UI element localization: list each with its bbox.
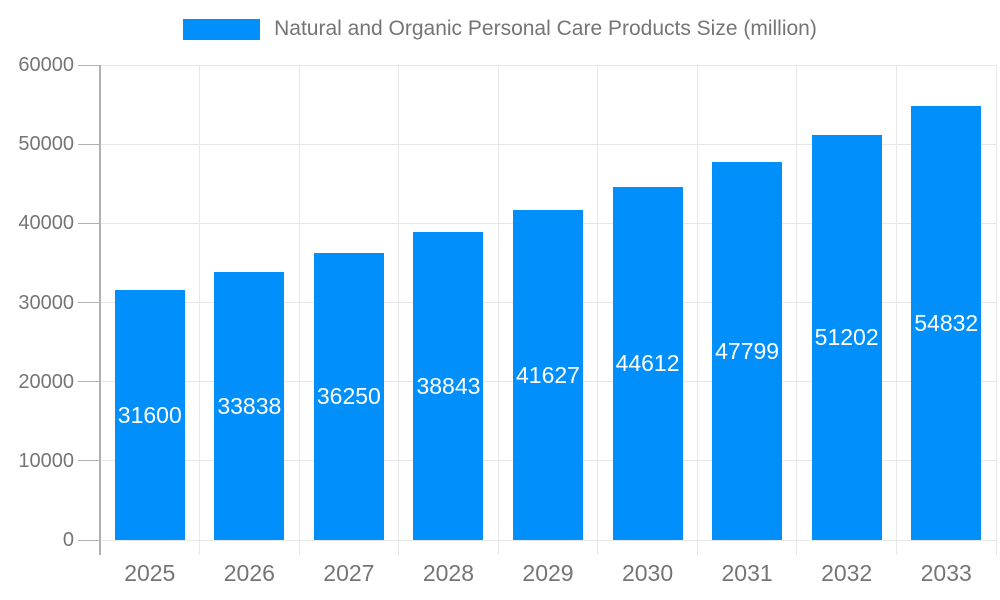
bar-value-label: 31600: [117, 401, 182, 428]
x-axis-label: 2030: [621, 560, 674, 586]
bar-value-label: 36250: [316, 383, 381, 409]
x-axis-tick: [298, 540, 300, 555]
bar[interactable]: [114, 290, 185, 540]
v-gridline: [497, 65, 499, 540]
x-axis-tick: [398, 540, 400, 555]
y-axis-label: 60000: [18, 54, 74, 76]
x-axis-label: 2027: [323, 560, 375, 586]
y-axis-tick: [78, 64, 100, 66]
x-axis-label: 2031: [721, 560, 773, 586]
y-axis-tick: [78, 222, 100, 224]
x-axis-tick: [696, 540, 698, 555]
bar-value-label: 51202: [814, 324, 879, 350]
bar[interactable]: [313, 253, 384, 540]
bar-value-label: 38843: [416, 372, 481, 399]
v-gridline: [796, 65, 798, 540]
x-axis-tick: [995, 540, 997, 555]
bar-value-label: 47799: [715, 337, 780, 364]
x-axis-tick: [497, 540, 499, 555]
y-axis-tick: [78, 143, 100, 145]
bar-value-label: 41627: [516, 361, 580, 388]
x-axis-tick: [199, 540, 201, 555]
y-axis-label: 20000: [18, 370, 74, 393]
legend-swatch: [183, 18, 261, 40]
x-axis-tick: [597, 540, 599, 555]
x-axis-label: 2032: [821, 560, 873, 586]
x-axis-tick: [895, 540, 897, 555]
y-axis-tick: [78, 460, 100, 462]
bar[interactable]: [612, 187, 683, 540]
x-axis-label: 2028: [422, 560, 475, 586]
v-gridline: [597, 65, 599, 540]
x-axis-tick: [796, 540, 798, 555]
y-axis-label: 30000: [18, 291, 74, 314]
v-gridline: [696, 65, 698, 540]
v-gridline: [995, 65, 997, 540]
x-axis-label: 2029: [522, 560, 574, 586]
y-axis-label: 40000: [18, 212, 74, 235]
bar[interactable]: [214, 272, 285, 540]
x-axis-label: 2033: [920, 560, 972, 586]
x-axis-label: 2025: [124, 560, 176, 586]
y-axis-label: 10000: [18, 449, 74, 472]
y-axis-line: [99, 65, 101, 555]
bar[interactable]: [811, 135, 882, 540]
h-gridline: [100, 64, 996, 66]
legend-label: Natural and Organic Personal Care Produc…: [274, 17, 817, 40]
bar-value-label: 33838: [217, 392, 282, 419]
bar[interactable]: [712, 162, 783, 540]
y-axis-tick: [78, 539, 100, 541]
bar[interactable]: [513, 210, 583, 540]
h-gridline: [100, 539, 996, 541]
bar[interactable]: [911, 106, 982, 540]
v-gridline: [199, 65, 201, 540]
bar-value-label: 44612: [615, 350, 680, 376]
bar-value-label: 54832: [914, 309, 979, 336]
x-axis-label: 2026: [223, 560, 275, 586]
y-axis-tick: [78, 302, 100, 303]
h-gridline: [100, 143, 996, 145]
v-gridline: [895, 65, 897, 540]
chart-legend[interactable]: Natural and Organic Personal Care Produc…: [0, 17, 1000, 41]
bar[interactable]: [413, 232, 484, 540]
y-axis-tick: [78, 381, 100, 383]
v-gridline: [398, 65, 400, 540]
v-gridline: [298, 65, 300, 540]
y-axis-label: 0: [62, 529, 74, 551]
y-axis-label: 50000: [18, 133, 74, 156]
